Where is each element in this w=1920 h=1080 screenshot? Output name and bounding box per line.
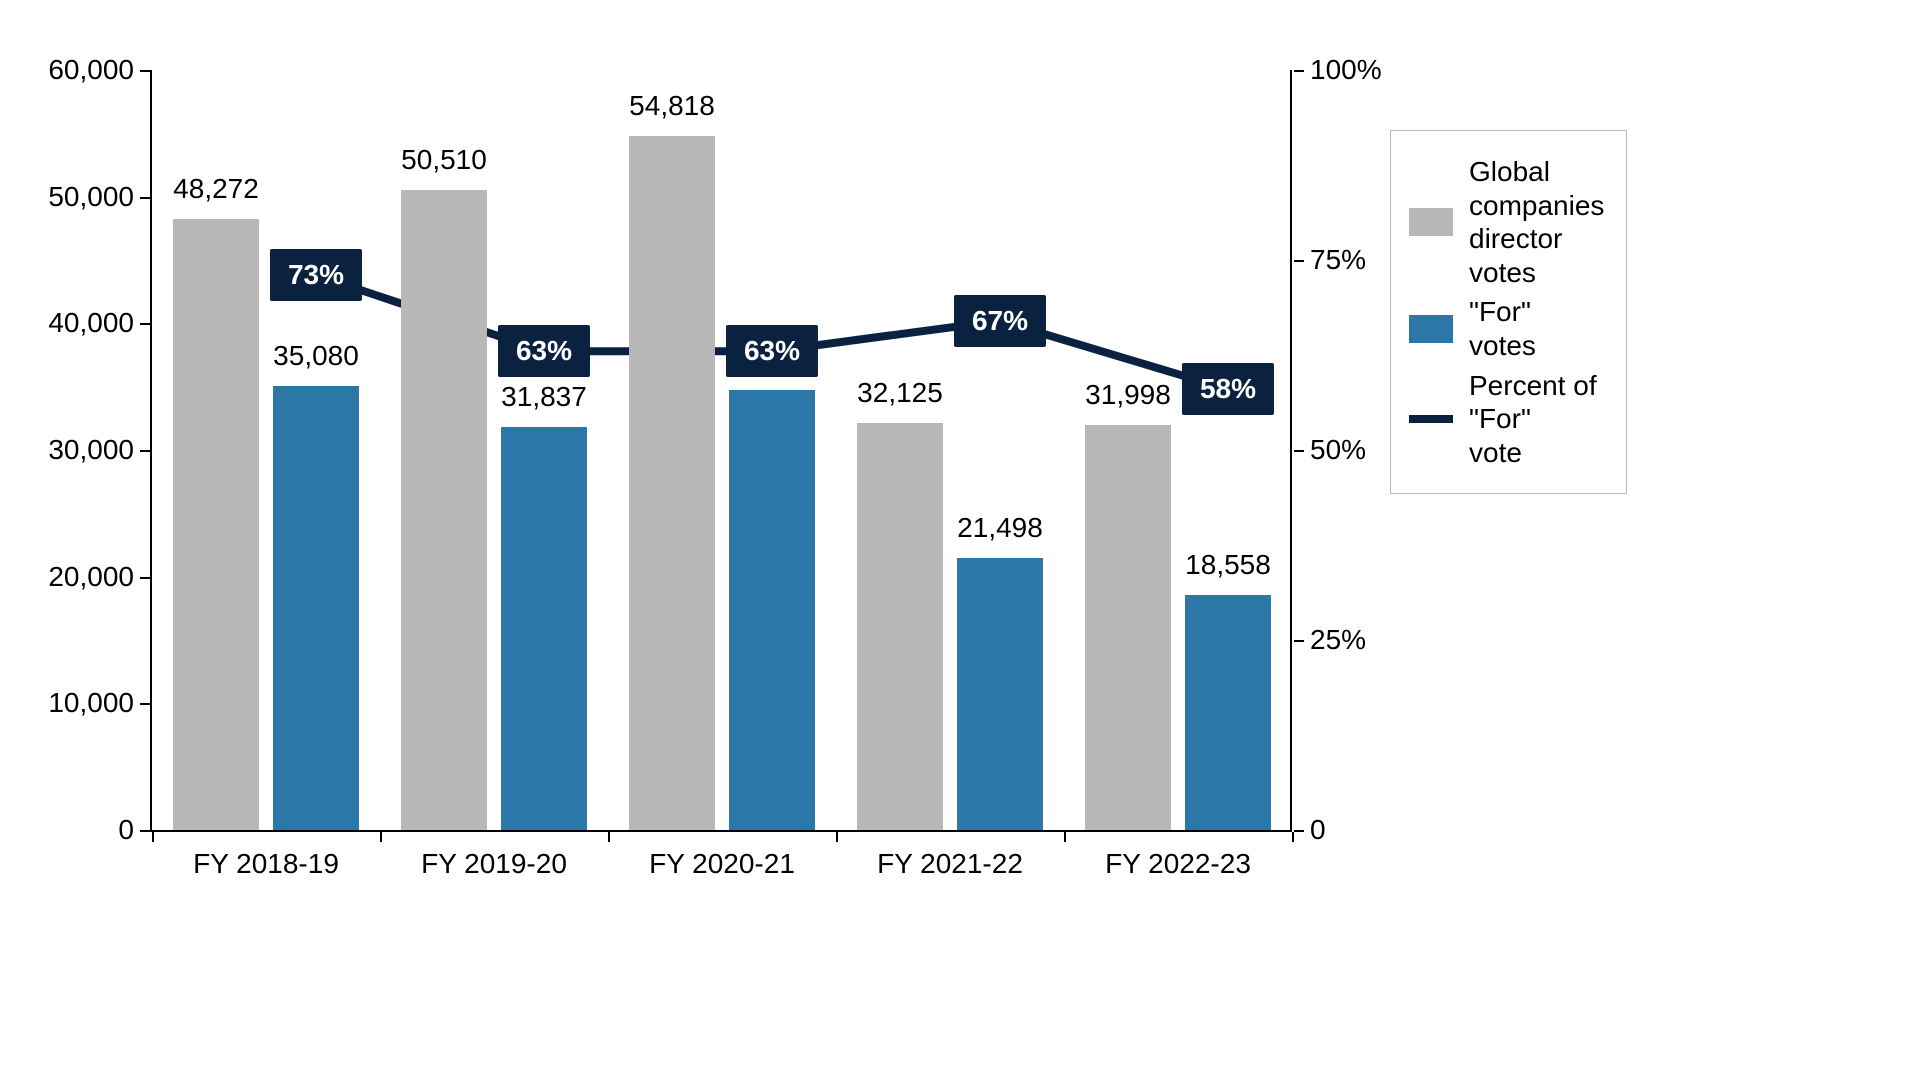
bar-for-votes — [729, 390, 815, 830]
y-right-label: 0 — [1310, 814, 1326, 846]
x-tick — [1292, 832, 1294, 842]
bar-value-label: 18,558 — [1185, 549, 1271, 581]
bar-value-label: 31,837 — [501, 381, 587, 413]
bar-for-votes — [273, 386, 359, 830]
bar-global-votes — [629, 136, 715, 830]
y-left-label: 0 — [118, 814, 134, 846]
x-category-label: FY 2018-19 — [193, 848, 339, 880]
percent-badge: 73% — [270, 249, 362, 301]
legend-item: Percent of "For"vote — [1409, 369, 1604, 470]
bar-for-votes — [501, 427, 587, 830]
legend: Global companiesdirector votes"For" vote… — [1390, 130, 1627, 494]
y-left-label: 50,000 — [48, 181, 134, 213]
bar-global-votes — [857, 423, 943, 830]
bar-value-label: 21,498 — [957, 512, 1043, 544]
bar-for-votes — [957, 558, 1043, 830]
votes-chart: 0 10,000 20,000 30,000 40,000 50,000 60,000 0 25… — [40, 40, 1500, 920]
bar-value-label: 31,998 — [1085, 379, 1171, 411]
bar-value-label: 35,080 — [273, 340, 359, 372]
x-tick — [1064, 832, 1066, 842]
legend-item: Global companiesdirector votes — [1409, 155, 1604, 289]
legend-item: "For" votes — [1409, 295, 1604, 362]
y-right-label: 75% — [1310, 244, 1366, 276]
y-left-label: 20,000 — [48, 561, 134, 593]
legend-line-swatch — [1409, 415, 1453, 423]
bar-value-label: 50,510 — [401, 144, 487, 176]
percent-badge: 58% — [1182, 363, 1274, 415]
x-category-label: FY 2019-20 — [421, 848, 567, 880]
y-left-tick — [140, 70, 150, 72]
y-left-tick — [140, 450, 150, 452]
percent-badge: 67% — [954, 295, 1046, 347]
y-right-label: 100% — [1310, 54, 1382, 86]
x-tick — [608, 832, 610, 842]
legend-label: Global companiesdirector votes — [1469, 155, 1604, 289]
y-right-label: 50% — [1310, 434, 1366, 466]
x-category-label: FY 2020-21 — [649, 848, 795, 880]
x-tick — [152, 832, 154, 842]
x-tick — [836, 832, 838, 842]
legend-label: "For" votes — [1469, 295, 1604, 362]
y-left-tick — [140, 197, 150, 199]
y-left-label: 30,000 — [48, 434, 134, 466]
x-category-label: FY 2021-22 — [877, 848, 1023, 880]
y-right-tick — [1294, 260, 1304, 262]
y-left-label: 40,000 — [48, 307, 134, 339]
x-tick — [380, 832, 382, 842]
plot-area: 010,00020,00030,00040,00050,00060,000025… — [150, 70, 1292, 832]
legend-label: Percent of "For"vote — [1469, 369, 1604, 470]
y-right-tick — [1294, 640, 1304, 642]
bar-value-label: 32,125 — [857, 377, 943, 409]
bar-value-label: 48,272 — [173, 173, 259, 205]
percent-badge: 63% — [498, 325, 590, 377]
y-left-tick — [140, 577, 150, 579]
bar-global-votes — [173, 219, 259, 830]
y-right-label: 25% — [1310, 624, 1366, 656]
y-right-tick — [1294, 450, 1304, 452]
y-right-tick — [1294, 830, 1304, 832]
bar-global-votes — [1085, 425, 1171, 830]
y-left-tick — [140, 703, 150, 705]
bar-for-votes — [1185, 595, 1271, 830]
legend-swatch — [1409, 315, 1453, 343]
bar-global-votes — [401, 190, 487, 830]
y-right-tick — [1294, 70, 1304, 72]
y-left-tick — [140, 323, 150, 325]
percent-badge: 63% — [726, 325, 818, 377]
legend-swatch — [1409, 208, 1453, 236]
y-left-label: 60,000 — [48, 54, 134, 86]
y-left-tick — [140, 830, 150, 832]
x-category-label: FY 2022-23 — [1105, 848, 1251, 880]
bar-value-label: 54,818 — [629, 90, 715, 122]
y-left-label: 10,000 — [48, 687, 134, 719]
